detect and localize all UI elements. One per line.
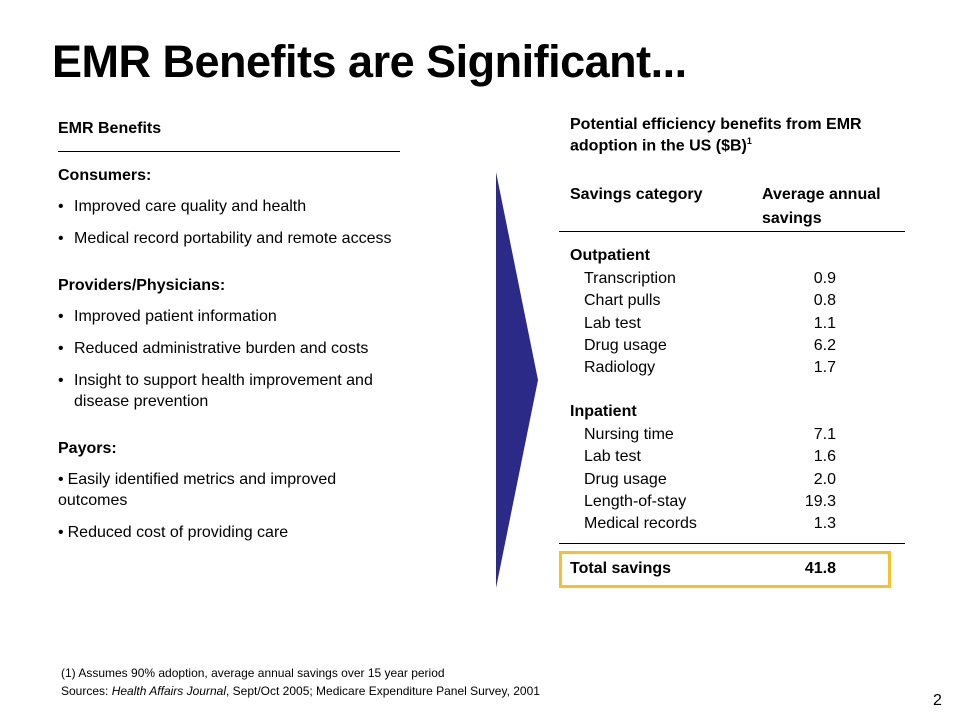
footnote: (1) Assumes 90% adoption, average annual… (61, 664, 540, 700)
table-row: Drug usage 6.2 (584, 337, 836, 354)
table-row: Radiology 1.7 (584, 359, 836, 376)
header-divider (559, 231, 905, 232)
table-row: Lab test 1.1 (584, 315, 836, 332)
benefits-panel: EMR Benefits Consumers: • Improved care q… (58, 120, 400, 543)
total-value: 41.8 (804, 560, 836, 577)
bullet-item: • Improved patient information (58, 308, 277, 325)
table-row: Medical records 1.3 (584, 515, 836, 532)
section-providers: Providers/Physicians: (58, 277, 226, 294)
table-row: Lab test 1.6 (584, 448, 836, 465)
bullet-item: • Reduced administrative burden and costs (58, 340, 369, 357)
column-header-savings: Average annual savings (762, 186, 881, 227)
bullet-item: • Easily identified metrics and improved … (58, 471, 337, 509)
bullet-item: • Improved care quality and health (58, 198, 307, 215)
bullet-item: • Medical record portability and remote a… (58, 230, 392, 247)
group-outpatient: Outpatient (570, 247, 650, 264)
section-payors: Payors: (58, 440, 117, 457)
section-consumers: Consumers: (58, 167, 152, 184)
table-row: Nursing time 7.1 (584, 426, 836, 443)
page-number: 2 (933, 692, 942, 709)
column-header-category: Savings category (570, 186, 703, 203)
total-label: Total savings (570, 560, 672, 577)
benefits-header: EMR Benefits (58, 120, 400, 152)
total-divider (559, 543, 905, 544)
bullet-item: • Reduced cost of providing care (58, 524, 289, 541)
bullet-item: • Insight to support health improvement a… (58, 372, 373, 410)
table-row: Chart pulls 0.8 (584, 292, 836, 309)
table-row: Length-of-stay 19.3 (584, 493, 836, 510)
footnote-line: (1) Assumes 90% adoption, average annual… (61, 666, 445, 680)
page-title: EMR Benefits are Significant... (52, 36, 687, 87)
savings-table-header: Potential efficiency benefits from EMR a… (570, 116, 862, 155)
total-highlight-box (559, 551, 891, 588)
group-inpatient: Inpatient (570, 403, 637, 420)
sources-line: Sources: Health Affairs Journal, Sept/Oc… (61, 684, 540, 698)
table-row: Transcription 0.9 (584, 270, 836, 287)
table-row: Drug usage 2.0 (584, 471, 836, 488)
